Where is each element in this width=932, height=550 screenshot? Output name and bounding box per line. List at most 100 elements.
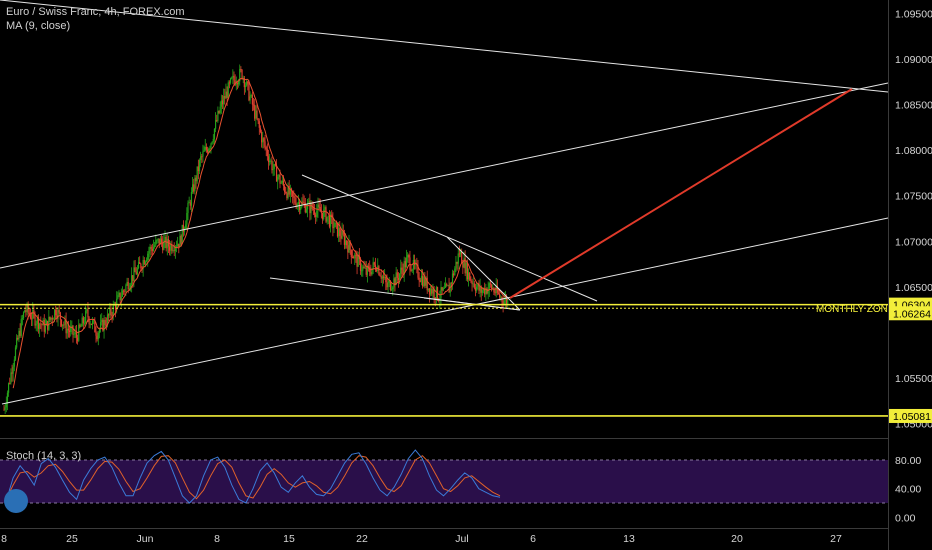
candle-body[interactable] bbox=[341, 230, 343, 239]
candle-body[interactable] bbox=[457, 253, 459, 264]
lower-channel-line[interactable] bbox=[1, 217, 889, 405]
candle-body[interactable] bbox=[242, 77, 244, 79]
candle-body[interactable] bbox=[140, 263, 142, 269]
candle-body[interactable] bbox=[364, 267, 366, 269]
candle-body[interactable] bbox=[401, 267, 403, 270]
candle-body[interactable] bbox=[484, 288, 486, 295]
candle-body[interactable] bbox=[500, 297, 502, 299]
candle-body[interactable] bbox=[350, 249, 352, 258]
candle-body[interactable] bbox=[312, 208, 314, 210]
candle-body[interactable] bbox=[202, 151, 204, 157]
candle-body[interactable] bbox=[157, 238, 159, 240]
candle-body[interactable] bbox=[174, 246, 176, 252]
candle-body[interactable] bbox=[17, 337, 19, 340]
candle-body[interactable] bbox=[254, 104, 256, 119]
candle-body[interactable] bbox=[394, 278, 396, 286]
candle-body[interactable] bbox=[446, 284, 448, 286]
candle-body[interactable] bbox=[209, 147, 211, 149]
candle-body[interactable] bbox=[239, 69, 241, 82]
candle-body[interactable] bbox=[162, 242, 164, 250]
candle-body[interactable] bbox=[87, 309, 89, 318]
candle-body[interactable] bbox=[326, 216, 328, 222]
candle-body[interactable] bbox=[427, 288, 429, 291]
candle-body[interactable] bbox=[124, 290, 126, 292]
candle-body[interactable] bbox=[28, 312, 30, 315]
candle-body[interactable] bbox=[386, 282, 388, 288]
candle-body[interactable] bbox=[335, 222, 337, 224]
candle-body[interactable] bbox=[503, 300, 505, 305]
candle-body[interactable] bbox=[384, 276, 386, 278]
candle-body[interactable] bbox=[288, 185, 290, 195]
candle-body[interactable] bbox=[206, 149, 209, 153]
candle-body[interactable] bbox=[185, 224, 187, 229]
candle-body[interactable] bbox=[440, 287, 442, 299]
candle-body[interactable] bbox=[344, 240, 347, 245]
candle-body[interactable] bbox=[240, 69, 242, 71]
candle-body[interactable] bbox=[301, 201, 303, 207]
wedge-top-line[interactable] bbox=[301, 174, 598, 302]
candle-body[interactable] bbox=[238, 81, 240, 85]
candle-body[interactable] bbox=[39, 323, 41, 329]
candle-body[interactable] bbox=[435, 287, 437, 299]
candle-body[interactable] bbox=[331, 214, 333, 218]
candle-body[interactable] bbox=[399, 273, 401, 281]
candle-body[interactable] bbox=[450, 283, 452, 285]
candle-body[interactable] bbox=[270, 160, 272, 162]
candle-body[interactable] bbox=[187, 202, 189, 214]
candle-body[interactable] bbox=[104, 319, 106, 325]
candle-body[interactable] bbox=[22, 312, 25, 319]
candle-body[interactable] bbox=[400, 267, 402, 274]
candle-body[interactable] bbox=[362, 266, 364, 271]
candle-body[interactable] bbox=[243, 77, 245, 88]
candle-body[interactable] bbox=[374, 264, 377, 270]
candle-body[interactable] bbox=[83, 323, 86, 324]
candle-body[interactable] bbox=[395, 272, 397, 286]
candle-body[interactable] bbox=[142, 260, 144, 269]
candle-body[interactable] bbox=[491, 284, 493, 290]
candle-body[interactable] bbox=[408, 255, 410, 258]
candle-body[interactable] bbox=[261, 132, 263, 143]
candle-body[interactable] bbox=[441, 287, 443, 291]
candle-body[interactable] bbox=[125, 285, 127, 292]
tradingview-logo-icon[interactable] bbox=[4, 489, 28, 513]
candle-body[interactable] bbox=[456, 261, 458, 264]
candle-body[interactable] bbox=[179, 235, 181, 248]
candle-body[interactable] bbox=[16, 337, 18, 348]
candle-body[interactable] bbox=[486, 288, 488, 294]
candle-body[interactable] bbox=[196, 166, 198, 182]
candle-body[interactable] bbox=[323, 209, 325, 220]
candle-body[interactable] bbox=[458, 253, 460, 255]
candle-body[interactable] bbox=[265, 147, 267, 150]
candle-body[interactable] bbox=[78, 324, 80, 341]
candle-body[interactable] bbox=[279, 174, 281, 184]
candle-body[interactable] bbox=[303, 202, 305, 204]
candle-body[interactable] bbox=[286, 193, 288, 199]
candle-body[interactable] bbox=[246, 81, 248, 86]
candle-body[interactable] bbox=[252, 104, 255, 106]
candle-body[interactable] bbox=[267, 156, 270, 163]
candle-body[interactable] bbox=[373, 262, 375, 265]
candle-body[interactable] bbox=[188, 202, 190, 204]
candle-body[interactable] bbox=[264, 141, 266, 148]
candle-body[interactable] bbox=[336, 222, 339, 237]
candle-body[interactable] bbox=[315, 214, 317, 217]
candle-body[interactable] bbox=[193, 184, 195, 192]
candle-body[interactable] bbox=[232, 75, 234, 78]
candle-body[interactable] bbox=[411, 269, 413, 271]
candle-body[interactable] bbox=[82, 317, 84, 324]
candle-body[interactable] bbox=[55, 309, 57, 316]
candle-body[interactable] bbox=[428, 288, 431, 295]
candle-body[interactable] bbox=[473, 283, 475, 288]
candle-body[interactable] bbox=[170, 243, 172, 251]
candle-body[interactable] bbox=[77, 337, 79, 341]
candle-body[interactable] bbox=[407, 255, 409, 258]
candle-body[interactable] bbox=[166, 238, 168, 249]
candle-body[interactable] bbox=[190, 191, 193, 206]
monthly-zone[interactable]: MONTHLY ZONE bbox=[0, 303, 895, 417]
candle-body[interactable] bbox=[464, 258, 466, 274]
candle-body[interactable] bbox=[216, 119, 218, 121]
candle-body[interactable] bbox=[285, 192, 287, 194]
candle-body[interactable] bbox=[476, 286, 478, 291]
candle-body[interactable] bbox=[95, 332, 97, 336]
candle-body[interactable] bbox=[236, 83, 239, 85]
